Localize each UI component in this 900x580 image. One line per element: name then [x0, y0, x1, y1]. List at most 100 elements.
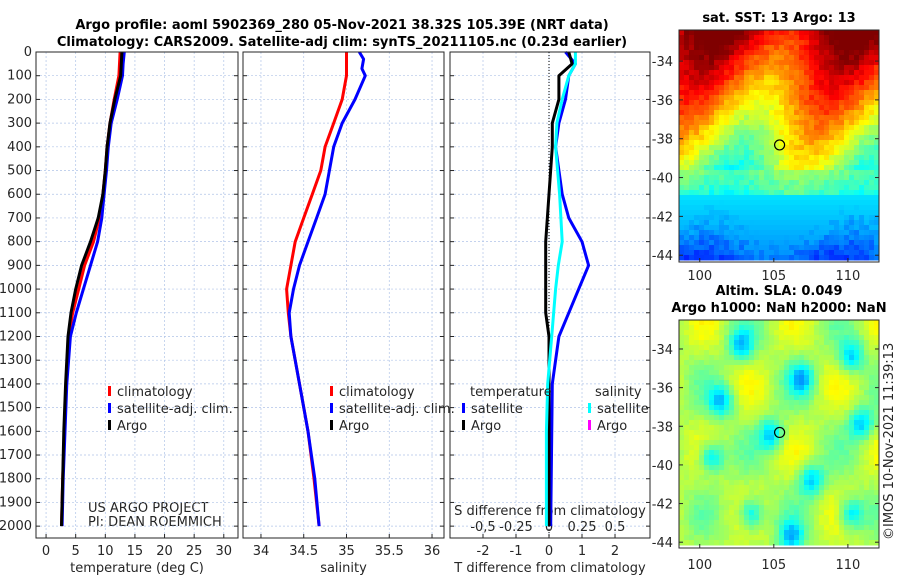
map-cell: [689, 65, 695, 71]
map-cell: [854, 465, 860, 471]
map-cell: [684, 520, 690, 526]
map-cell: [834, 175, 840, 181]
map-cell: [749, 410, 755, 416]
map-cell: [719, 195, 725, 201]
x-axis-label: T difference from climatology: [453, 561, 646, 576]
map-cell: [729, 450, 735, 456]
map-cell: [679, 40, 685, 46]
map-cell: [799, 330, 805, 336]
map-cell: [729, 220, 735, 226]
map-cell: [789, 95, 795, 101]
map-cell: [679, 490, 685, 496]
map-cell: [739, 50, 745, 56]
map-cell: [729, 45, 735, 51]
map-cell: [684, 325, 690, 331]
map-cell: [739, 540, 745, 546]
map-cell: [734, 110, 740, 116]
map-cell: [859, 235, 865, 241]
map-cell: [779, 445, 785, 451]
map-cell: [844, 380, 850, 386]
map-cell: [854, 135, 860, 141]
map-cell: [829, 455, 835, 461]
map-cell: [694, 90, 700, 96]
map-cell: [774, 155, 780, 161]
map-cell: [819, 135, 825, 141]
map-cell: [704, 495, 710, 501]
map-cell: [794, 330, 800, 336]
map-cell: [704, 505, 710, 511]
map-frame: [678, 319, 880, 549]
map-cell: [744, 320, 750, 326]
map-cell: [869, 395, 875, 401]
map-cell: [734, 180, 740, 186]
map-cell: [694, 235, 700, 241]
map-cell: [734, 65, 740, 71]
map-cell: [749, 145, 755, 151]
map-cell: [859, 200, 865, 206]
map-cell: [874, 355, 879, 361]
map-cell: [744, 415, 750, 421]
map-cell: [749, 330, 755, 336]
map-cell: [874, 80, 879, 86]
map-cell: [779, 255, 785, 261]
map-cell: [864, 190, 870, 196]
map-cell: [769, 160, 775, 166]
map-cell: [794, 490, 800, 496]
map-cell: [819, 45, 825, 51]
map-cell: [839, 475, 845, 481]
map-cell: [779, 180, 785, 186]
map-cell: [854, 510, 860, 516]
map-cell: [794, 325, 800, 331]
map-cell: [694, 35, 700, 41]
map-cell: [724, 355, 730, 361]
map-cell: [704, 160, 710, 166]
difference-panel: -2 -1 0 1 2-0,5 -0.25 0 0.25 0.5S difference fro…: [449, 51, 651, 576]
map-cell: [704, 365, 710, 371]
map-cell: [834, 130, 840, 136]
map-cell: [769, 80, 775, 86]
map-cell: [804, 410, 810, 416]
map-cell: [799, 495, 805, 501]
map-cell: [869, 230, 875, 236]
map-cell: [844, 75, 850, 81]
map-cell: [859, 450, 865, 456]
map-cell: [824, 245, 830, 251]
map-cell: [844, 420, 850, 426]
map-cell: [744, 80, 750, 86]
map-cell: [769, 240, 775, 246]
map-cell: [754, 380, 760, 386]
map-cell: [794, 170, 800, 176]
map-cell: [684, 525, 690, 531]
map-cell: [744, 60, 750, 66]
map-cell: [784, 375, 790, 381]
map-cell: [874, 340, 879, 346]
map-cell: [699, 90, 705, 96]
map-cell: [829, 65, 835, 71]
map-cell: [699, 115, 705, 121]
map-cell: [784, 470, 790, 476]
map-cell: [749, 125, 755, 131]
map-cell: [784, 440, 790, 446]
map-cell: [814, 465, 820, 471]
map-cell: [689, 180, 695, 186]
map-cell: [824, 435, 830, 441]
map-cell: [819, 205, 825, 211]
map-cell: [844, 430, 850, 436]
map-cell: [804, 365, 810, 371]
map-cell: [729, 420, 735, 426]
map-cell: [709, 370, 715, 376]
map-cell: [729, 425, 735, 431]
map-cell: [724, 525, 730, 531]
map-cell: [754, 335, 760, 341]
map-cell: [764, 135, 770, 141]
map-cell: [779, 535, 785, 541]
x-tick-label: 1: [578, 544, 586, 559]
map-cell: [799, 395, 805, 401]
map-cell: [734, 470, 740, 476]
map-cell: [804, 380, 810, 386]
map-cell: [769, 70, 775, 76]
map-cell: [739, 120, 745, 126]
map-cell: [739, 200, 745, 206]
map-cell: [684, 360, 690, 366]
map-cell: [799, 30, 805, 36]
